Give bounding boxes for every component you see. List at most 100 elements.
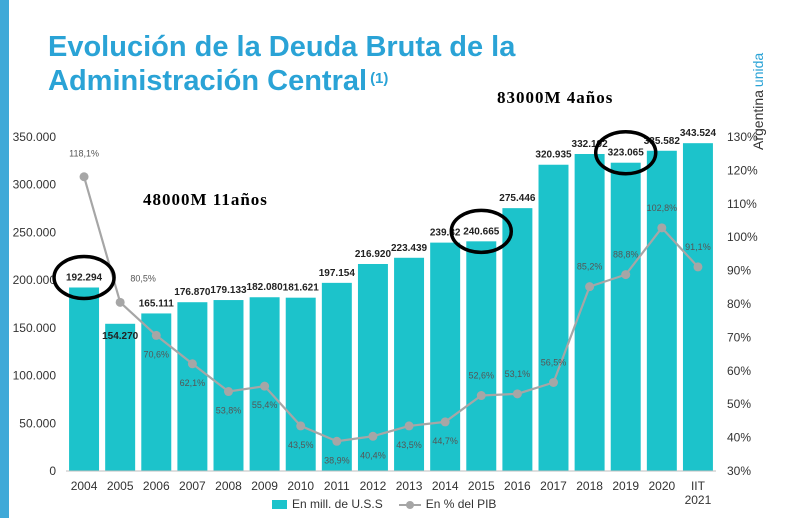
- pib-point: [115, 297, 125, 307]
- legend-bar-swatch: [272, 499, 287, 509]
- bar: [69, 287, 100, 471]
- bar: [538, 164, 569, 471]
- pib-point: [187, 359, 197, 369]
- bar: [285, 297, 316, 471]
- bar-value-label: 343.524: [680, 128, 717, 139]
- pib-value-label: 52,6%: [469, 371, 495, 381]
- x-tick-label: 2004: [71, 479, 98, 493]
- y-right-tick-label: 110%: [727, 197, 757, 211]
- chart-legend: En mill. de U.S.S En % del PIB: [272, 497, 496, 511]
- pib-value-label: 118,1%: [69, 149, 99, 159]
- x-tick-label: 2021: [685, 493, 712, 507]
- pib-point: [476, 391, 486, 401]
- x-tick-label: 2018: [576, 479, 603, 493]
- bar-value-label: 239.32: [430, 228, 461, 239]
- legend-line-label: En % del PIB: [425, 497, 497, 511]
- bar-value-label: 197.154: [319, 268, 356, 279]
- y-right-tick-label: 70%: [727, 330, 751, 344]
- bar: [177, 302, 208, 471]
- x-tick-label: 2006: [143, 479, 170, 493]
- y-right-tick-label: 100%: [727, 230, 758, 244]
- pib-value-label: 102,8%: [647, 203, 678, 213]
- x-tick-label: 2013: [396, 479, 423, 493]
- y-right-tick-label: 30%: [727, 464, 751, 478]
- highlight-circle: [449, 208, 514, 255]
- bar-value-label: 240.665: [463, 226, 500, 237]
- y-right-tick-label: 40%: [727, 431, 751, 445]
- bar-value-label: 182.080: [247, 282, 284, 293]
- pib-value-label: 62,1%: [180, 378, 206, 388]
- pib-point: [368, 431, 378, 441]
- pib-point: [585, 282, 595, 292]
- pib-point: [404, 421, 414, 431]
- pib-value-label: 40,4%: [360, 450, 386, 460]
- x-tick-label: 2014: [432, 479, 459, 493]
- pib-value-label: 43,5%: [396, 440, 422, 450]
- pib-value-label: 53,1%: [505, 369, 531, 379]
- x-tick-label: 2020: [648, 479, 675, 493]
- x-tick-label: 2007: [179, 479, 206, 493]
- bar-value-label: 176.870: [174, 287, 211, 298]
- y-left-tick-label: 100.000: [13, 369, 57, 383]
- bar-value-label: 181.621: [283, 283, 320, 294]
- y-right-tick-label: 50%: [727, 397, 751, 411]
- bar: [646, 150, 677, 471]
- bar: [213, 300, 244, 471]
- bar: [502, 208, 533, 471]
- pib-value-label: 70,6%: [144, 349, 170, 359]
- pib-point: [512, 389, 522, 399]
- bar-value-label: 335.582: [644, 136, 681, 147]
- pib-value-label: 53,8%: [216, 406, 242, 416]
- pib-point: [332, 436, 342, 446]
- bar-value-label: 192.294: [66, 272, 103, 283]
- y-left-tick-label: 50.000: [19, 416, 56, 430]
- y-right-tick-label: 80%: [727, 297, 751, 311]
- pib-point: [151, 330, 161, 340]
- x-tick-label: 2017: [540, 479, 567, 493]
- legend-bar-label: En mill. de U.S.S: [292, 497, 383, 511]
- pib-line: [82, 176, 699, 443]
- x-tick-label: 2008: [215, 479, 242, 493]
- pib-point: [657, 223, 667, 233]
- bar: [105, 323, 136, 471]
- bar-value-label: 223.439: [391, 243, 428, 254]
- x-tick-label: 2011: [324, 479, 350, 493]
- pib-value-label: 44,7%: [432, 436, 458, 446]
- annotation-right: 83000M 4años: [497, 88, 614, 107]
- bar: [430, 242, 461, 471]
- highlight-circle: [593, 129, 658, 176]
- bar-value-label: 154.270: [102, 331, 139, 342]
- y-left-tick-label: 150.000: [13, 321, 57, 335]
- pib-point: [79, 172, 89, 182]
- x-tick-label: 2019: [612, 479, 639, 493]
- bar-value-label: 323.065: [608, 148, 645, 159]
- y-right-tick-label: 120%: [727, 163, 758, 177]
- bar-value-label: 216.920: [355, 249, 392, 260]
- pib-value-label: 56,5%: [541, 357, 567, 367]
- bar: [394, 257, 425, 471]
- pib-value-label: 80,5%: [130, 273, 156, 283]
- pib-point: [260, 381, 270, 391]
- left-accent-strip: [0, 0, 9, 518]
- highlight-circle: [52, 254, 116, 301]
- x-tick-label: 2016: [504, 479, 531, 493]
- pib-value-label: 85,2%: [577, 262, 603, 272]
- x-tick-label: 2005: [107, 479, 134, 493]
- title-line-2: Administración Central: [48, 65, 368, 97]
- x-tick-label: 2012: [360, 479, 387, 493]
- y-left-tick-label: 250.000: [13, 225, 57, 239]
- x-tick-label: 2009: [251, 479, 278, 493]
- pib-point: [693, 262, 703, 272]
- x-tick-label: 2010: [287, 479, 314, 493]
- pib-point: [296, 421, 306, 431]
- pib-point: [440, 417, 450, 427]
- x-tick-label: 2015: [468, 479, 495, 493]
- title-footnote-marker: (1): [370, 70, 389, 87]
- bar-value-label: 320.935: [535, 150, 572, 161]
- pib-point: [621, 270, 631, 280]
- page-title: Evolución de la Deuda Bruta de la Admini…: [48, 30, 515, 98]
- bar-value-label: 165.111: [139, 298, 174, 309]
- pib-value-label: 91,1%: [685, 242, 711, 252]
- legend-line-swatch: [398, 500, 421, 509]
